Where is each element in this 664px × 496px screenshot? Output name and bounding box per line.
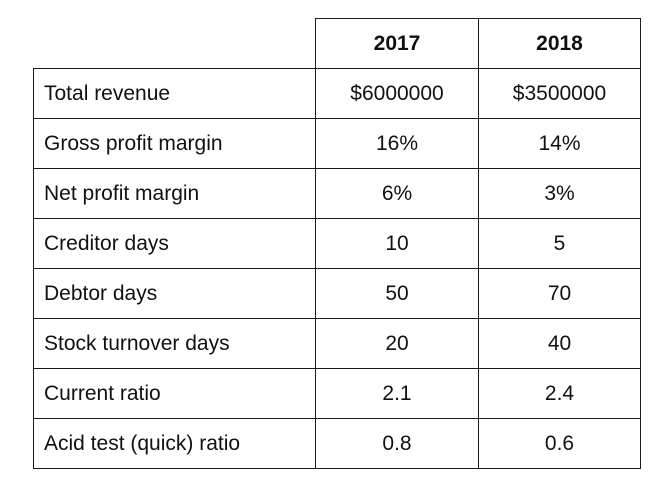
cell-value-2018: 2.4 — [478, 368, 641, 419]
cell-value-2017: 10 — [315, 218, 479, 269]
empty-corner-cell — [33, 18, 316, 69]
header-row: 2017 2018 — [33, 18, 641, 69]
row-label: Net profit margin — [33, 168, 316, 219]
cell-value-2018: $3500000 — [478, 68, 641, 119]
table-row: Current ratio 2.1 2.4 — [33, 368, 641, 419]
cell-value-2018: 70 — [478, 268, 641, 319]
row-label: Total revenue — [33, 68, 316, 119]
cell-value-2017: 50 — [315, 268, 479, 319]
cell-value-2018: 40 — [478, 318, 641, 369]
table-row: Net profit margin 6% 3% — [33, 168, 641, 219]
cell-value-2017: 16% — [315, 118, 479, 169]
cell-value-2017: 0.8 — [315, 418, 479, 469]
table-row: Total revenue $6000000 $3500000 — [33, 68, 641, 119]
row-label: Current ratio — [33, 368, 316, 419]
cell-value-2017: 2.1 — [315, 368, 479, 419]
row-label: Creditor days — [33, 218, 316, 269]
table-row: Stock turnover days 20 40 — [33, 318, 641, 369]
cell-value-2017: $6000000 — [315, 68, 479, 119]
row-label: Acid test (quick) ratio — [33, 418, 316, 469]
table-row: Gross profit margin 16% 14% — [33, 118, 641, 169]
table-row: Acid test (quick) ratio 0.8 0.6 — [33, 418, 641, 469]
column-header-2018: 2018 — [478, 18, 641, 69]
cell-value-2018: 0.6 — [478, 418, 641, 469]
row-label: Gross profit margin — [33, 118, 316, 169]
financial-ratios-table: 2017 2018 Total revenue $6000000 $350000… — [33, 18, 641, 469]
cell-value-2018: 3% — [478, 168, 641, 219]
column-header-2017: 2017 — [315, 18, 479, 69]
cell-value-2018: 14% — [478, 118, 641, 169]
table-row: Debtor days 50 70 — [33, 268, 641, 319]
cell-value-2017: 20 — [315, 318, 479, 369]
row-label: Debtor days — [33, 268, 316, 319]
cell-value-2017: 6% — [315, 168, 479, 219]
cell-value-2018: 5 — [478, 218, 641, 269]
row-label: Stock turnover days — [33, 318, 316, 369]
table-row: Creditor days 10 5 — [33, 218, 641, 269]
